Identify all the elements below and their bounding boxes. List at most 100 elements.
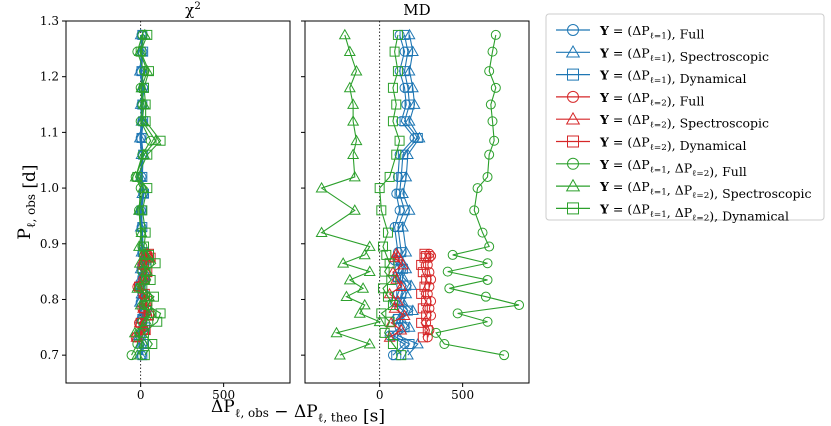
- data-point: [392, 29, 403, 40]
- data-point: [387, 116, 398, 127]
- y-tick-label: 1.3: [40, 14, 59, 28]
- data-point: [431, 327, 442, 338]
- x-axis-label: ΔPℓ, obs − ΔPℓ, theo [s]: [211, 397, 385, 426]
- data-point: [484, 149, 495, 160]
- y-axis-label: Pℓ, obs [d]: [15, 164, 40, 239]
- data-point: [343, 273, 356, 285]
- legend-label: Y = (ΔPℓ=1), Spectroscopic: [599, 45, 769, 64]
- series-both_dyn: [132, 29, 166, 361]
- data-point: [386, 274, 397, 285]
- legend: Y = (ΔPℓ=1), Full Y = (ΔPℓ=1), Spectrosco…: [545, 13, 825, 223]
- data-point: [138, 327, 149, 338]
- legend-box: [545, 13, 825, 221]
- legend-entry-both_spec: Y = (ΔPℓ=1, ΔPℓ=2), Spectroscopic: [556, 178, 812, 201]
- data-point: [144, 307, 157, 318]
- data-point: [139, 350, 150, 361]
- data-point: [396, 350, 407, 361]
- data-point: [394, 188, 405, 199]
- data-point: [419, 281, 430, 292]
- data-point: [379, 327, 390, 338]
- legend-label: Y = (ΔPℓ=1), Dynamical: [599, 68, 747, 87]
- data-point: [387, 330, 398, 341]
- data-point: [487, 116, 498, 127]
- legend-marker: [567, 202, 579, 215]
- legend-label: Y = (ΔPℓ=2), Spectroscopic: [599, 112, 769, 131]
- data-point: [411, 337, 424, 349]
- data-point: [400, 262, 413, 274]
- data-point: [489, 135, 500, 146]
- data-point: [424, 303, 435, 314]
- legend-marker: [567, 135, 579, 148]
- data-point: [363, 265, 376, 276]
- data-point: [490, 29, 501, 40]
- series-both_spec: [315, 28, 386, 360]
- data-point: [389, 46, 400, 57]
- data-point: [358, 298, 371, 310]
- data-point: [137, 148, 151, 160]
- data-point: [421, 274, 432, 285]
- data-point: [485, 99, 496, 110]
- data-point: [152, 316, 163, 327]
- data-point: [343, 45, 356, 57]
- data-point: [422, 288, 433, 299]
- y-tick-label: 0.8: [40, 292, 59, 306]
- data-point: [394, 135, 405, 146]
- panel-title: MD: [403, 1, 430, 19]
- data-point: [137, 222, 148, 233]
- data-point: [333, 348, 346, 360]
- data-point: [377, 241, 388, 252]
- y-tick-label: 0.7: [40, 348, 59, 362]
- data-point: [142, 149, 153, 160]
- data-point: [442, 266, 453, 277]
- data-point: [330, 326, 343, 338]
- data-point: [315, 226, 328, 238]
- data-point: [347, 148, 360, 160]
- data-point: [387, 339, 398, 350]
- series-l1_dyn: [387, 29, 423, 361]
- series-line: [320, 34, 382, 356]
- data-point: [142, 183, 153, 194]
- legend-entry-l2_full: Y = (ΔPℓ=2), Full: [556, 90, 704, 108]
- data-point: [391, 149, 402, 160]
- series-l2_dyn: [416, 248, 433, 343]
- data-point: [392, 313, 403, 324]
- data-point: [376, 308, 387, 319]
- legend-label: Y = (ΔPℓ=2), Dynamical: [599, 135, 747, 154]
- legend-marker: [567, 24, 579, 36]
- data-point: [148, 291, 159, 302]
- data-point: [128, 326, 141, 338]
- data-point: [396, 187, 409, 199]
- data-point: [417, 303, 428, 314]
- data-point: [482, 274, 493, 285]
- x-tick-label: 0: [376, 388, 384, 402]
- data-point: [315, 181, 328, 193]
- data-point: [395, 280, 408, 292]
- x-tick-label: 500: [212, 388, 235, 402]
- data-point: [373, 315, 386, 327]
- data-point: [477, 227, 488, 238]
- data-point: [376, 205, 387, 216]
- data-point: [136, 115, 149, 126]
- data-point: [132, 204, 146, 215]
- data-point: [138, 241, 149, 252]
- data-point: [404, 99, 415, 110]
- data-point: [353, 307, 366, 318]
- data-point: [412, 132, 423, 143]
- series-line: [379, 34, 402, 356]
- data-point: [142, 300, 153, 311]
- data-point: [133, 45, 146, 57]
- series-both_dyn: [374, 29, 407, 361]
- legend-label: Y = (ΔPℓ=1, ΔPℓ=2), Dynamical: [599, 201, 789, 223]
- data-point: [482, 316, 493, 327]
- panel-chi2: 0 500 0.7 0.8 0.9 1.0 1.1 1.2 1.3 χ2: [40, 0, 291, 402]
- data-point: [384, 258, 395, 269]
- data-point: [358, 248, 371, 260]
- data-point: [404, 339, 415, 350]
- y-tick-label: 1.2: [40, 70, 59, 84]
- data-point: [392, 66, 403, 77]
- plot-frame: [304, 20, 530, 384]
- data-point: [402, 46, 413, 57]
- data-point: [396, 258, 409, 270]
- data-point: [137, 337, 151, 349]
- data-point: [484, 241, 495, 252]
